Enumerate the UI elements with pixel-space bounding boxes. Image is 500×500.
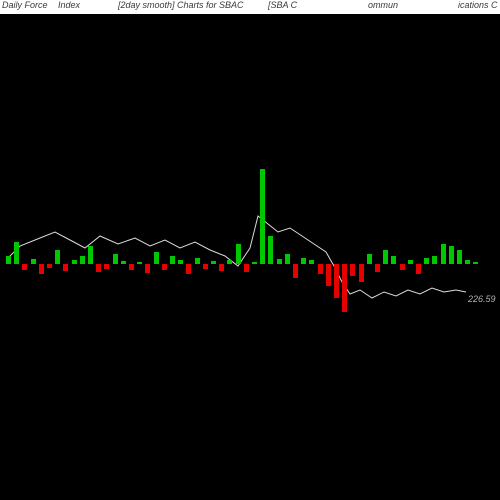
force-index-bar xyxy=(465,260,470,264)
force-index-bar xyxy=(268,236,273,264)
force-index-bar xyxy=(195,258,200,264)
force-index-bar xyxy=(31,259,36,264)
force-index-bar xyxy=(6,256,11,264)
force-index-bar xyxy=(342,264,347,312)
force-index-bar xyxy=(227,260,232,264)
header-text: ications C xyxy=(458,0,498,10)
force-index-bar xyxy=(383,250,388,264)
header-text: Daily Force xyxy=(2,0,48,10)
force-index-bar xyxy=(301,258,306,264)
force-index-bar xyxy=(416,264,421,274)
header-text: [2day smooth] Charts for SBAC xyxy=(118,0,244,10)
force-index-bar xyxy=(22,264,27,270)
chart-container: Daily Force Index [2day smooth] Charts for… xyxy=(0,0,500,500)
force-index-bar xyxy=(186,264,191,274)
force-index-bar xyxy=(424,258,429,264)
force-index-bar xyxy=(145,264,150,273)
force-index-bar xyxy=(72,260,77,264)
force-index-bar xyxy=(309,260,314,264)
force-index-bar xyxy=(285,254,290,264)
force-index-bar xyxy=(121,261,126,264)
force-index-bar xyxy=(129,264,134,270)
force-index-bar xyxy=(326,264,331,286)
header-text: ommun xyxy=(368,0,398,10)
force-index-bar xyxy=(350,264,355,276)
force-index-bar xyxy=(211,261,216,264)
force-index-bar xyxy=(96,264,101,272)
price-line-svg xyxy=(0,14,500,500)
force-index-bar xyxy=(318,264,323,274)
force-index-bar xyxy=(63,264,68,271)
force-index-bar xyxy=(252,262,257,264)
force-index-bar xyxy=(137,262,142,264)
header-text: Index xyxy=(58,0,80,10)
force-index-bar xyxy=(391,256,396,264)
force-index-bar xyxy=(203,264,208,269)
axis-value-label: 226.59 xyxy=(468,294,496,304)
force-index-bar xyxy=(277,259,282,264)
force-index-bar xyxy=(47,264,52,268)
force-index-bar xyxy=(367,254,372,264)
chart-header: Daily Force Index [2day smooth] Charts for… xyxy=(0,0,500,14)
force-index-bar xyxy=(236,244,241,264)
force-index-bar xyxy=(432,256,437,264)
force-index-bar xyxy=(359,264,364,282)
force-index-bar xyxy=(39,264,44,274)
force-index-bar xyxy=(293,264,298,278)
force-index-bar xyxy=(441,244,446,264)
force-index-bar xyxy=(334,264,339,298)
chart-area: 226.59 xyxy=(0,14,500,500)
force-index-bar xyxy=(408,260,413,264)
force-index-bar xyxy=(219,264,224,271)
force-index-bar xyxy=(113,254,118,264)
header-text: [SBA C xyxy=(268,0,297,10)
force-index-bar xyxy=(14,242,19,264)
force-index-bar xyxy=(457,250,462,264)
force-index-bar xyxy=(178,260,183,264)
force-index-bar xyxy=(104,264,109,269)
force-index-bar xyxy=(80,256,85,264)
force-index-bar xyxy=(400,264,405,270)
force-index-bar xyxy=(88,246,93,264)
force-index-bar xyxy=(55,250,60,264)
force-index-bar xyxy=(260,169,265,264)
force-index-bar xyxy=(375,264,380,272)
force-index-bar xyxy=(473,262,478,264)
force-index-bar xyxy=(162,264,167,270)
force-index-bar xyxy=(449,246,454,264)
force-index-bar xyxy=(244,264,249,272)
force-index-bar xyxy=(154,252,159,264)
force-index-bar xyxy=(170,256,175,264)
